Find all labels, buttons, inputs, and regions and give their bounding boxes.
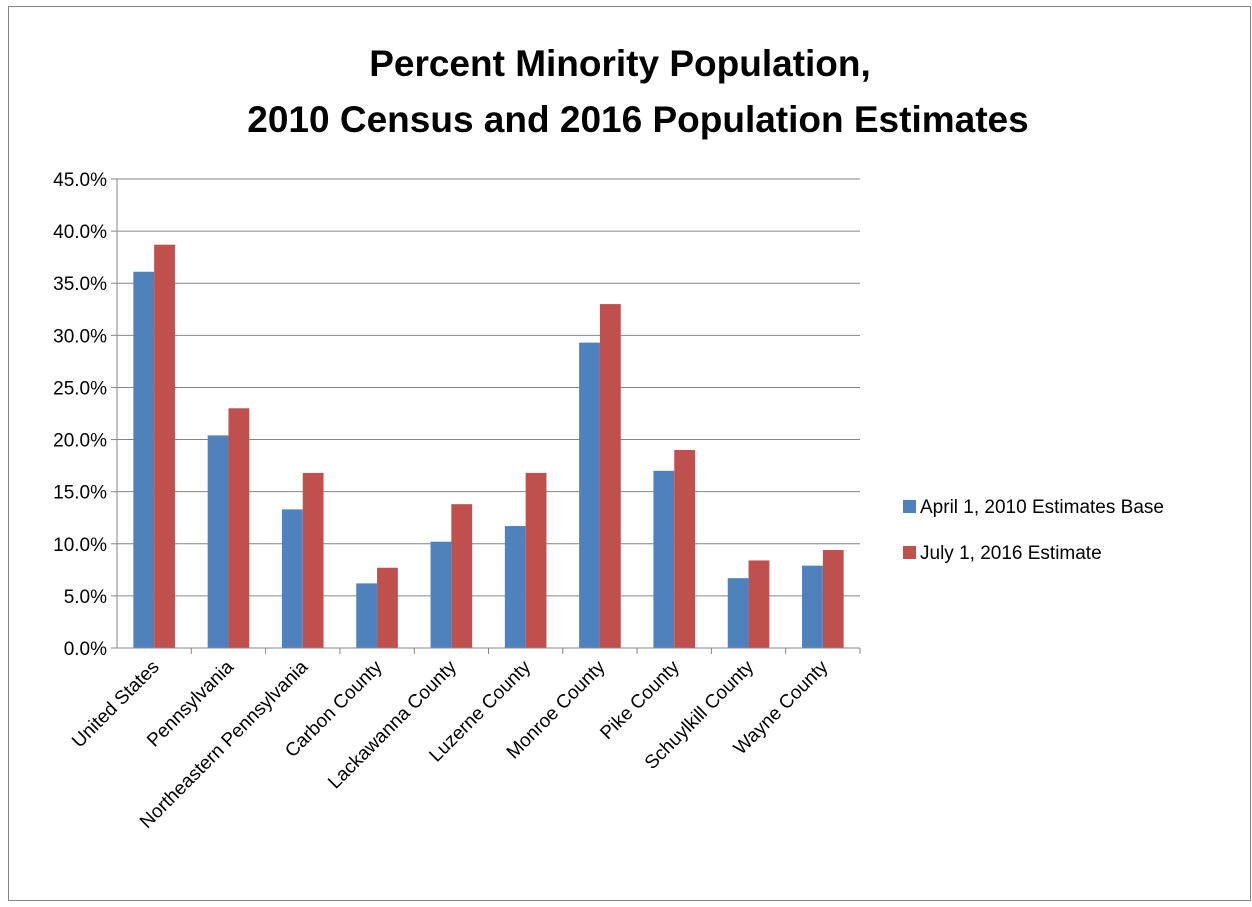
x-tick-label: Lackawanna County xyxy=(324,656,461,793)
bar xyxy=(727,578,749,648)
chart-title-line-1: Percent Minority Population, xyxy=(369,43,871,84)
chart-title: Percent Minority Population, 2010 Census… xyxy=(247,43,1028,140)
bars xyxy=(133,244,844,648)
bar xyxy=(228,408,250,648)
legend-label: July 1, 2016 Estimate xyxy=(920,543,1102,564)
bar xyxy=(599,304,621,648)
y-tick-label: 30.0% xyxy=(53,326,107,347)
y-tick-label: 15.0% xyxy=(53,483,107,504)
bar xyxy=(133,271,155,648)
y-tick-label: 20.0% xyxy=(53,431,107,452)
bar xyxy=(207,435,229,648)
bar xyxy=(356,583,378,648)
legend: April 1, 2010 Estimates Base July 1, 2016… xyxy=(903,497,1164,564)
bar xyxy=(525,472,547,648)
bar xyxy=(281,509,303,648)
y-tick-label: 10.0% xyxy=(53,535,107,556)
y-tick-label: 25.0% xyxy=(53,378,107,399)
bar xyxy=(579,342,600,648)
legend-swatch xyxy=(903,546,916,559)
bar xyxy=(748,560,770,648)
bar xyxy=(154,244,175,648)
legend-swatch xyxy=(903,500,916,513)
y-tick-label: 45.0% xyxy=(53,170,107,191)
y-tick-label: 5.0% xyxy=(64,587,107,608)
bar xyxy=(430,541,452,648)
bar xyxy=(377,567,398,648)
axes xyxy=(111,178,861,654)
y-tick-label: 0.0% xyxy=(64,639,107,660)
y-tick-label: 35.0% xyxy=(53,274,107,295)
bar xyxy=(653,470,675,648)
bar xyxy=(822,550,844,648)
bar xyxy=(302,472,324,648)
y-axis-tick-labels: 0.0% 5.0% 10.0% 15.0% 20.0% 25.0% 30.0% 35.0% 40… xyxy=(53,170,107,660)
bar xyxy=(674,449,696,648)
bar xyxy=(451,504,473,648)
bar xyxy=(504,526,526,648)
legend-label: April 1, 2010 Estimates Base xyxy=(920,497,1164,518)
y-tick-label: 40.0% xyxy=(53,222,107,243)
bar xyxy=(802,565,823,648)
chart-title-line-2: 2010 Census and 2016 Population Estimate… xyxy=(247,99,1028,140)
